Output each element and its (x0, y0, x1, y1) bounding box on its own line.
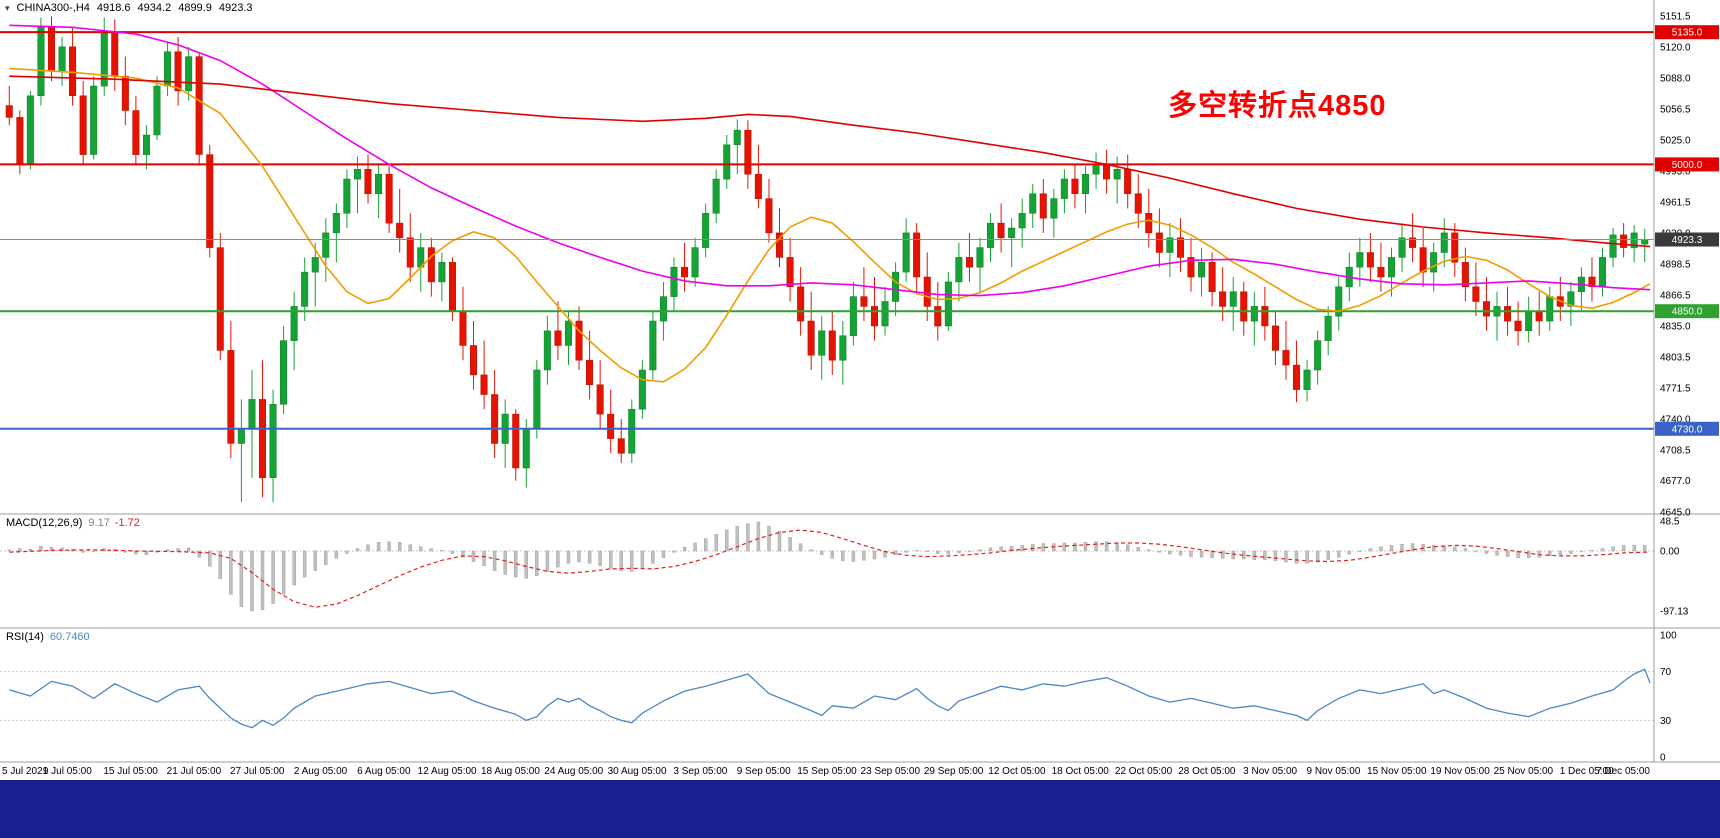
macd-histogram (7, 521, 1647, 612)
rsi-line (9, 668, 1651, 729)
macd-signal-line (9, 529, 1651, 608)
axis-tick-label: 5135.0 (1672, 28, 1703, 39)
axis-tick-label: 5088.0 (1660, 74, 1691, 85)
axis-tick-label: 0.00 (1660, 547, 1680, 558)
axis-tick-label: 29 Sep 05:00 (924, 766, 984, 777)
axis-tick-label: 21 Jul 05:00 (167, 766, 222, 777)
ohlc-open: 4918.6 (96, 2, 131, 14)
axis-tick-label: 0 (1660, 753, 1666, 764)
axis-tick-label: 12 Aug 05:00 (418, 766, 477, 777)
macd-main-value: 9.17 (88, 517, 110, 529)
symbol-label: CHINA300-,H4 (16, 2, 90, 14)
axis-tick-label: 70 (1660, 667, 1672, 678)
current-price-tag: 4923.3 (1655, 232, 1719, 247)
chart-title: ▾ CHINA300-,H4 4918.6 4934.2 4899.9 4923… (5, 2, 253, 14)
symbol-dropdown-icon: ▾ (5, 2, 10, 13)
axis-tick-label: 9 Sep 05:00 (737, 766, 791, 777)
macd-signal-value: -1.72 (114, 517, 140, 529)
axis-tick-label: 4866.5 (1660, 291, 1691, 302)
axis-tick-label: 18 Oct 05:00 (1052, 766, 1110, 777)
axis-tick-label: 12 Oct 05:00 (988, 766, 1046, 777)
axis-tick-label: 19 Nov 05:00 (1430, 766, 1490, 777)
axis-tick-label: 28 Oct 05:00 (1178, 766, 1236, 777)
axis-tick-label: 24 Aug 05:00 (544, 766, 603, 777)
axis-tick-label: 9 Nov 05:00 (1306, 766, 1360, 777)
axis-tick-label: 4993.0 (1660, 167, 1691, 178)
axis-tick-label: 3 Sep 05:00 (673, 766, 727, 777)
axis-tick-label: 5000.0 (1672, 160, 1703, 171)
axis-tick-label: 7 Dec 05:00 (1596, 766, 1650, 777)
rsi-value: 60.7460 (49, 631, 90, 643)
axis-tick-label: 30 (1660, 716, 1672, 727)
axis-tick-label: 25 Nov 05:00 (1494, 766, 1554, 777)
axis-tick-label: 1 Dec 05:00 (1560, 766, 1614, 777)
axis-tick-label: 4961.5 (1660, 198, 1691, 209)
axis-tick-label: 2 Aug 05:00 (294, 766, 348, 777)
axis-tick-label: 4898.5 (1660, 259, 1691, 270)
axis-tick-label: 4730.0 (1672, 424, 1703, 435)
ohlc-close: 4923.3 (218, 2, 253, 14)
macd-name: MACD(12,26,9) (6, 517, 83, 529)
main-chart-panel[interactable] (0, 16, 1654, 503)
annotation-text[interactable]: 多空转折点4850 (1168, 90, 1387, 122)
ma-slow-line (9, 75, 1651, 248)
ma-mid-line (9, 24, 1651, 297)
axis-tick-label: 9 Jul 05:00 (43, 766, 92, 777)
axis-tick-label: 48.5 (1660, 517, 1680, 528)
price-axis[interactable]: 5151.5 5120.0 5088.0 5056.5 5025.0 4993.0 4961… (1653, 0, 1719, 764)
axis-tick-label: 5151.5 (1660, 12, 1691, 23)
bottom-taskbar (0, 780, 1720, 838)
axis-tick-label: 5 Jul 2021 (2, 766, 49, 777)
ohlc-high: 4934.2 (137, 2, 172, 14)
axis-tick-label: 4677.0 (1660, 476, 1691, 487)
axis-tick-label: 4771.5 (1660, 384, 1691, 395)
ma-fast-line (9, 67, 1651, 383)
rsi-indicator-label: RSI(14) 60.7460 (6, 631, 90, 643)
axis-tick-label: 23 Sep 05:00 (861, 766, 921, 777)
axis-tick-label: 4740.0 (1660, 414, 1691, 425)
axis-tick-label: 5056.5 (1660, 105, 1691, 116)
axis-tick-label: 4923.3 (1672, 235, 1703, 246)
axis-tick-label: 100 (1660, 631, 1677, 642)
level-price-tag: 4850.0 (1655, 304, 1719, 319)
macd-indicator-label: MACD(12,26,9) 9.17 -1.72 (6, 517, 140, 529)
axis-tick-label: 22 Oct 05:00 (1115, 766, 1173, 777)
level-price-tag: 5000.0 (1655, 157, 1719, 172)
axis-tick-label: 27 Jul 05:00 (230, 766, 285, 777)
axis-tick-label: 15 Nov 05:00 (1367, 766, 1427, 777)
axis-tick-label: 4803.5 (1660, 352, 1691, 363)
level-price-tag: 4730.0 (1655, 421, 1719, 436)
axis-tick-label: 18 Aug 05:00 (481, 766, 540, 777)
axis-tick-label: 15 Jul 05:00 (103, 766, 158, 777)
rsi-name: RSI(14) (6, 631, 44, 643)
axis-tick-label: 4645.0 (1660, 508, 1691, 519)
rsi-panel[interactable] (0, 627, 1720, 729)
ohlc-low: 4899.9 (178, 2, 212, 14)
axis-tick-label: 3 Nov 05:00 (1243, 766, 1297, 777)
macd-panel[interactable] (0, 513, 1720, 612)
axis-tick-label: -97.13 (1660, 607, 1689, 618)
axis-tick-label: 6 Aug 05:00 (357, 766, 411, 777)
axis-tick-label: 4835.0 (1660, 321, 1691, 332)
level-price-tag: 5135.0 (1655, 25, 1719, 40)
axis-tick-label: 4708.5 (1660, 445, 1691, 456)
axis-tick-label: 5025.0 (1660, 135, 1691, 146)
axis-tick-label: 5120.0 (1660, 42, 1691, 53)
axis-tick-label: 4850.0 (1672, 307, 1703, 318)
axis-tick-label: 30 Aug 05:00 (608, 766, 667, 777)
axis-tick-label: 15 Sep 05:00 (797, 766, 857, 777)
